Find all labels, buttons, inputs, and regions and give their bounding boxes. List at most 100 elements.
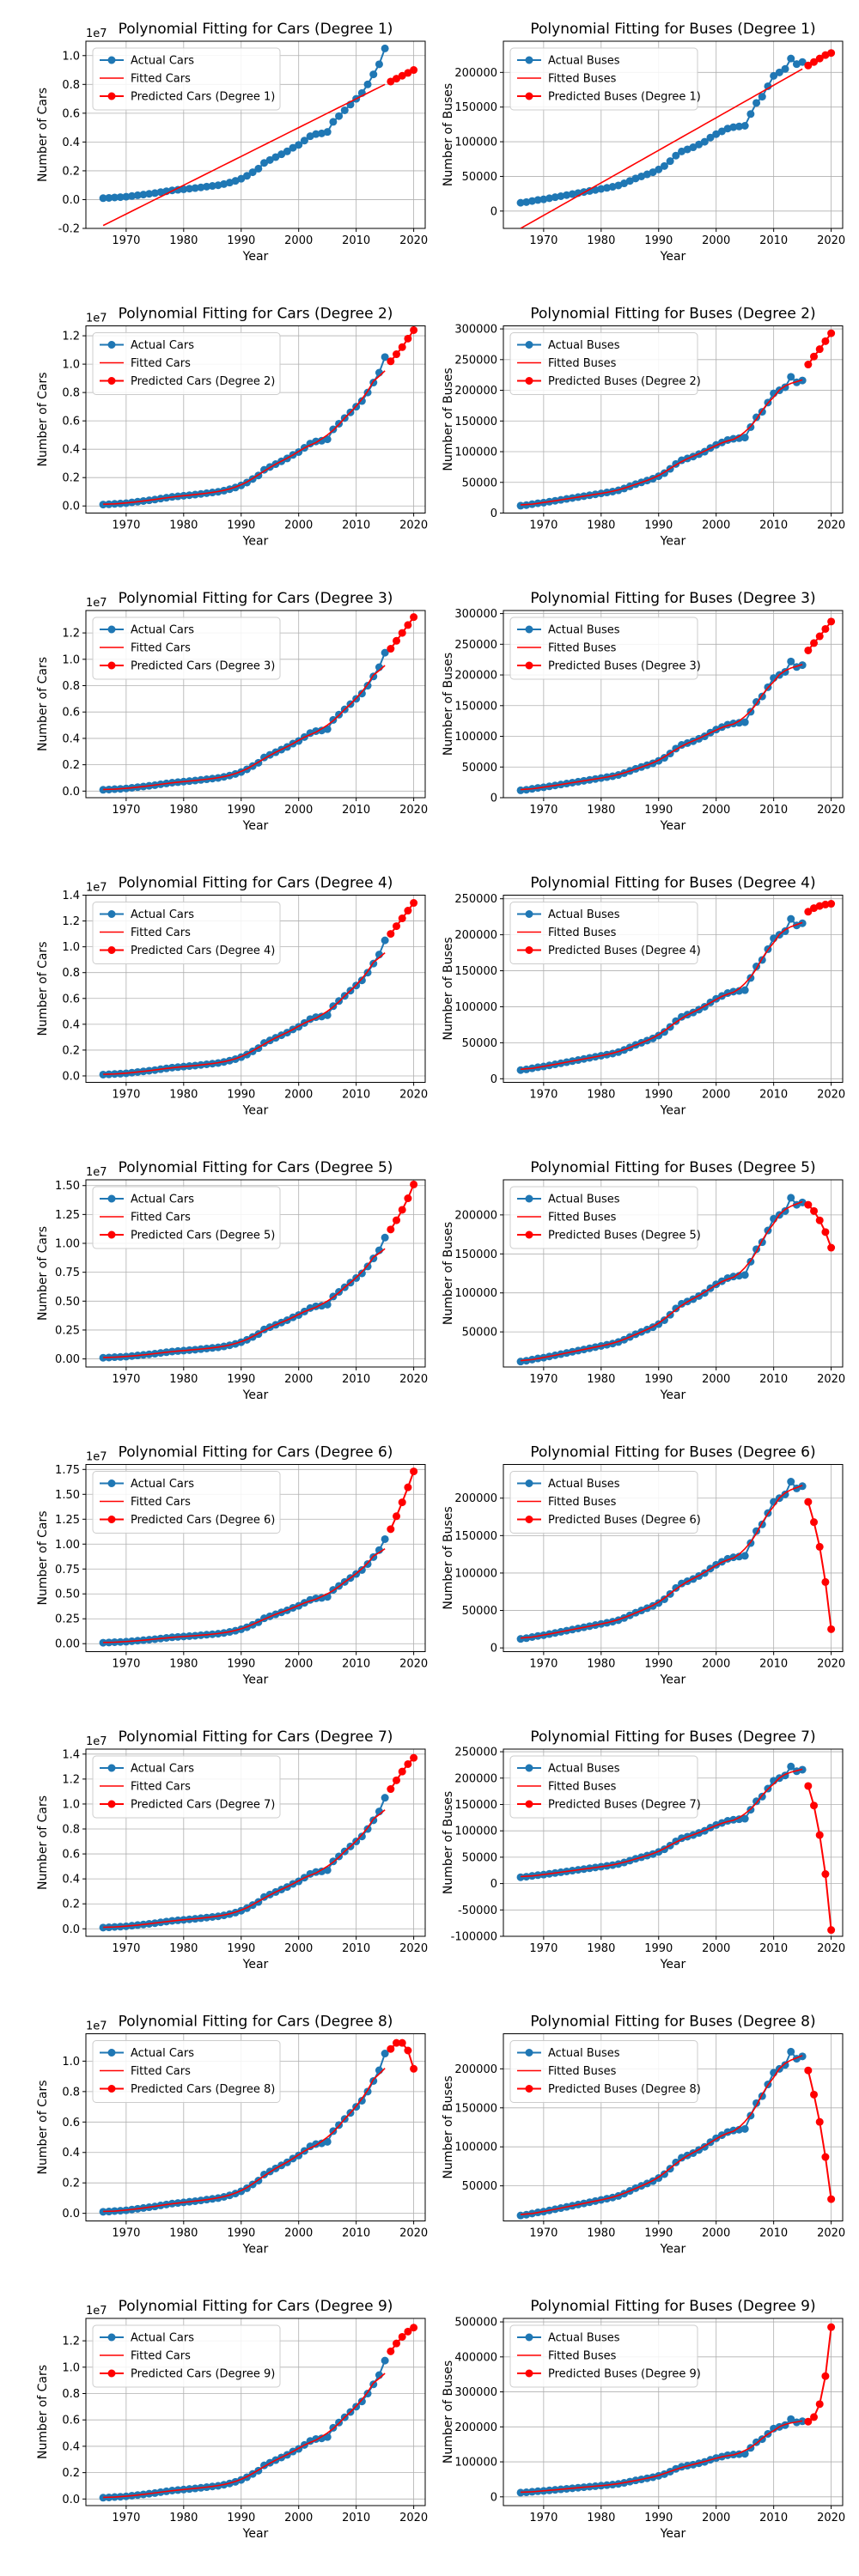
legend: Actual Cars Fitted Cars Predicted Cars (De…	[92, 1471, 281, 1534]
x-tick-label: 1980	[169, 234, 198, 247]
x-tick-label: 1970	[112, 2512, 140, 2524]
actual-point	[770, 71, 778, 80]
actual-point	[787, 1762, 795, 1771]
actual-point	[516, 198, 525, 207]
legend-swatch-marker	[525, 1230, 533, 1239]
legend-swatch-marker	[525, 1516, 533, 1523]
actual-point	[180, 185, 188, 193]
y-tick-label: 0.6	[62, 707, 80, 720]
y-tick-label: 0.4	[62, 2440, 80, 2453]
actual-point	[734, 1815, 743, 1824]
predicted-point	[804, 908, 813, 916]
y-tick-label: 0	[490, 2491, 497, 2504]
legend: Actual Buses Fitted Buses Predicted Buses …	[509, 1186, 701, 1249]
x-tick-label: 1990	[644, 1089, 673, 1102]
legend-entry-label: Predicted Cars (Degree 3)	[131, 660, 275, 673]
y-tick-label: 0.50	[55, 1296, 80, 1309]
plot-area	[516, 2047, 836, 2220]
y-exponent-label: 1e7	[86, 882, 107, 895]
actual-point	[734, 987, 743, 995]
plot-area	[516, 329, 836, 510]
subplot-buses-degree-3: 1970 1980 1990 2000 2010 2020 0 50000 100000 1500…	[442, 590, 845, 833]
y-tick-label: 1.25	[55, 1514, 80, 1527]
x-tick-label: 2000	[702, 2227, 730, 2240]
actual-point	[323, 128, 332, 137]
x-tick-label: 1970	[529, 1373, 557, 1386]
x-axis-label: Year	[242, 2243, 269, 2257]
x-tick-label: 2020	[817, 234, 845, 247]
y-axis-label: Number of Buses	[442, 2075, 455, 2178]
x-tick-label: 2010	[342, 1942, 370, 1955]
actual-point	[740, 2124, 749, 2133]
legend-entry-label: Predicted Buses (Degree 5)	[548, 1230, 701, 1242]
y-tick-label: 200000	[454, 1772, 497, 1785]
y-exponent-label: 1e7	[86, 2305, 107, 2318]
predicted-point	[410, 2324, 418, 2332]
y-tick-label: 0.00	[55, 1638, 80, 1651]
x-tick-label: 2000	[702, 1373, 730, 1386]
x-tick-label: 1980	[587, 1942, 615, 1955]
actual-point	[700, 137, 709, 146]
y-tick-label: 0.8	[62, 387, 80, 400]
subplot-title: Polynomial Fitting for Cars (Degree 7)	[119, 1728, 393, 1746]
actual-point	[203, 182, 211, 191]
y-axis-label: Number of Buses	[442, 83, 455, 186]
predicted-point	[404, 1483, 412, 1492]
x-axis-label: Year	[660, 819, 686, 833]
y-tick-label: 1.25	[55, 1209, 80, 1222]
actual-point	[381, 1534, 389, 1543]
y-axis-label: Number of Buses	[442, 937, 455, 1040]
predicted-point	[398, 343, 406, 351]
fitted-series-line	[521, 379, 803, 506]
actual-point	[734, 1552, 743, 1561]
predicted-point	[810, 2090, 819, 2099]
legend-entry-label: Predicted Buses (Degree 2)	[548, 375, 701, 388]
subplot-buses-degree-5: 1970 1980 1990 2000 2010 2020 50000 100000 15000…	[442, 1159, 845, 1402]
x-tick-label: 2020	[399, 2227, 428, 2240]
actual-point	[186, 185, 194, 193]
x-tick-label: 1980	[587, 519, 615, 532]
legend-entry-label: Actual Cars	[131, 1478, 194, 1491]
actual-point	[323, 2137, 332, 2146]
predicted-point	[821, 2153, 830, 2161]
actual-point	[323, 1011, 332, 1019]
x-tick-label: 2010	[759, 804, 788, 817]
x-tick-label: 1980	[169, 1658, 198, 1671]
y-tick-label: 0.75	[55, 1564, 80, 1577]
actual-point	[787, 1194, 795, 1202]
axes-frame	[85, 610, 426, 799]
subplot-title: Polynomial Fitting for Cars (Degree 4)	[119, 875, 393, 892]
x-tick-label: 1990	[644, 804, 673, 817]
y-tick-label: 0.6	[62, 107, 80, 120]
x-tick-label: 2000	[284, 2512, 313, 2524]
actual-point	[516, 1066, 525, 1074]
legend-entry-label: Predicted Buses (Degree 8)	[548, 2083, 701, 2096]
x-tick-label: 1980	[169, 2227, 198, 2240]
actual-point	[787, 1478, 795, 1486]
y-axis-label: Number of Buses	[442, 1222, 455, 1325]
actual-point	[746, 110, 755, 118]
x-tick-label: 2010	[342, 804, 370, 817]
x-tick-label: 2000	[284, 2227, 313, 2240]
legend-entry-label: Fitted Cars	[131, 2350, 191, 2363]
x-tick-label: 1970	[112, 1658, 140, 1671]
legend-entry-label: Predicted Cars (Degree 5)	[131, 1230, 275, 1242]
legend: Actual Cars Fitted Cars Predicted Cars (De…	[92, 1755, 281, 1819]
y-tick-label: 1.0	[62, 1798, 80, 1811]
y-tick-label: 300000	[454, 608, 497, 621]
y-tick-label: 1.2	[62, 628, 80, 641]
legend-entry-label: Predicted Buses (Degree 9)	[548, 2368, 701, 2381]
actual-point	[545, 194, 554, 203]
x-tick-label: 1990	[227, 804, 255, 817]
predicted-point	[804, 2066, 813, 2075]
legend-entry-label: Actual Buses	[548, 2332, 620, 2345]
y-tick-label: 150000	[454, 2102, 497, 2115]
x-tick-label: 1970	[112, 1942, 140, 1955]
y-tick-label: 50000	[462, 1037, 497, 1050]
legend: Actual Cars Fitted Cars Predicted Cars (De…	[92, 1186, 281, 1249]
y-tick-label: 0.4	[62, 444, 80, 457]
actual-point	[689, 143, 698, 152]
x-tick-label: 1970	[112, 804, 140, 817]
actual-point	[357, 2397, 366, 2406]
y-tick-label: 200000	[454, 67, 497, 80]
